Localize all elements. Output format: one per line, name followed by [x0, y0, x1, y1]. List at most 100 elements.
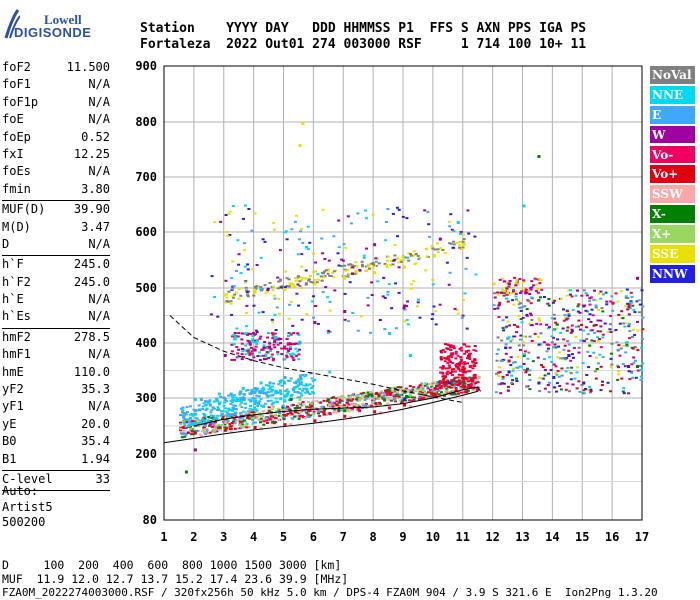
echo-pixel-noval	[580, 383, 584, 386]
echo-pixel-sse	[447, 220, 451, 223]
echo-pixel-w	[585, 294, 589, 297]
echo-pixel-vo-	[525, 369, 529, 372]
echo-pixel-x-	[282, 417, 286, 420]
echo-pixel-w	[546, 302, 550, 305]
echo-pixel-sse	[538, 277, 542, 280]
echo-pixel-nnw	[590, 308, 594, 311]
echo-pixel-noval	[347, 263, 351, 266]
echo-pixel-e	[217, 409, 221, 412]
echo-pixel-noval	[399, 261, 403, 263]
echo-pixel-nne	[251, 397, 255, 400]
data-point-x-	[343, 409, 347, 413]
echo-pixel-nne	[247, 398, 251, 401]
data-point-ssw	[438, 395, 442, 399]
param-row: hmF1 N/A	[2, 347, 110, 364]
echo-pixel-w	[511, 383, 514, 385]
echo-pixel-vo-	[567, 349, 571, 352]
data-point-w	[438, 237, 442, 241]
echo-pixel-x-	[360, 397, 364, 400]
echo-pixel-e	[454, 382, 458, 384]
echo-pixel-nne	[526, 357, 530, 360]
echo-pixel-w	[381, 295, 385, 298]
echo-pixel-vo-	[251, 411, 255, 414]
echo-pixel-x-	[501, 327, 505, 329]
echo-pixel-x-	[555, 323, 559, 326]
echo-pixel-vo-	[420, 397, 424, 400]
echo-pixel-x-	[243, 420, 247, 423]
echo-pixel-w	[370, 281, 374, 284]
echo-pixel-nne	[273, 313, 277, 316]
echo-pixel-ssw	[352, 403, 356, 406]
echo-pixel-ssw	[299, 409, 303, 412]
echo-pixel-vo-	[569, 359, 573, 362]
echo-pixel-ssw	[289, 414, 293, 417]
echo-pixel-w	[530, 280, 534, 283]
echo-pixel-vo-	[507, 285, 511, 288]
echo-pixel-nne	[596, 336, 599, 339]
echo-pixel-vo-	[464, 390, 468, 393]
echo-pixel-e	[382, 396, 386, 399]
echo-pixel-e	[299, 230, 303, 233]
echo-pixel-nne	[511, 369, 515, 372]
echo-pixel-x-	[325, 413, 329, 416]
echo-pixel-w	[506, 389, 510, 392]
echo-pixel-vo-	[454, 383, 458, 386]
echo-pixel-vo-	[466, 357, 469, 360]
echo-pixel-e	[234, 412, 237, 415]
echo-pixel-e	[299, 376, 303, 379]
echo-pixel-x-	[356, 395, 360, 398]
echo-pixel-nnw	[585, 374, 589, 376]
param-row: foE N/A	[2, 112, 110, 129]
echo-pixel-e	[435, 382, 439, 385]
param-value: N/A	[88, 309, 110, 324]
echo-pixel-vo-	[536, 291, 540, 294]
echo-pixel-nne	[201, 405, 205, 408]
echo-pixel-nne	[417, 298, 420, 301]
echo-pixel-w	[296, 283, 300, 286]
echo-pixel-vo-	[461, 384, 465, 387]
echo-pixel-nne	[459, 233, 463, 235]
echo-pixel-nne	[247, 348, 251, 351]
echo-pixel-e	[278, 412, 282, 415]
echo-pixel-ssw	[347, 410, 351, 413]
echo-pixel-nne	[235, 327, 239, 330]
data-point-sse	[253, 290, 257, 294]
echo-pixel-e	[592, 351, 596, 354]
echo-pixel-noval	[263, 284, 267, 287]
echo-pixel-vo-	[617, 366, 620, 369]
echo-pixel-nne	[273, 337, 277, 340]
echo-pixel-vo-	[461, 373, 465, 376]
echo-pixel-w	[405, 305, 408, 308]
echo-pixel-e	[209, 411, 213, 414]
echo-pixel-nne	[248, 407, 252, 410]
echo-pixel-vo-	[280, 347, 284, 350]
echo-pixel-nne	[236, 239, 240, 242]
echo-pixel-w	[351, 266, 355, 269]
echo-pixel-nnw	[525, 313, 529, 316]
echo-pixel-noval	[523, 305, 527, 308]
echo-pixel-e	[331, 408, 335, 411]
echo-pixel-nne	[268, 350, 272, 352]
echo-pixel-sse	[294, 277, 298, 279]
echo-pixel-nnw	[549, 369, 553, 372]
y-tick-label: 400	[135, 336, 157, 350]
echo-pixel-vo-	[463, 384, 467, 387]
echo-pixel-nnw	[603, 322, 607, 325]
echo-pixel-x-	[273, 414, 277, 417]
echo-pixel-w	[588, 355, 592, 357]
data-point-nne	[193, 398, 197, 401]
echo-pixel-noval	[518, 306, 522, 309]
echo-pixel-e	[274, 392, 278, 395]
param-row: fxI 12.25	[2, 147, 110, 164]
echo-pixel-vo-	[519, 349, 522, 351]
echo-pixel-w	[300, 253, 304, 256]
echo-pixel-e	[234, 407, 238, 410]
echo-pixel-vo-	[249, 333, 253, 335]
echo-pixel-sse	[554, 327, 558, 330]
echo-pixel-x-	[502, 291, 506, 294]
param-name: h`F2	[2, 274, 31, 289]
echo-pixel-vo-	[609, 300, 613, 303]
echo-pixel-x-	[217, 423, 221, 426]
data-point-vo-	[193, 431, 197, 435]
echo-pixel-e	[244, 413, 248, 416]
